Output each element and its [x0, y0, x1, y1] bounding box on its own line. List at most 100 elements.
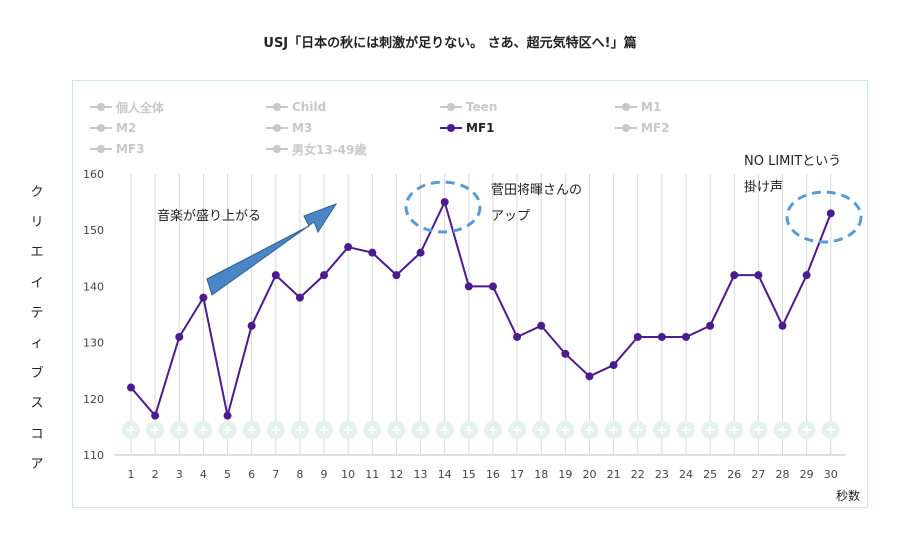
annotation-suda-line1: 菅田将暉さんの — [491, 183, 583, 198]
add-marker-icon[interactable] — [604, 421, 623, 439]
x-tick-label: 29 — [800, 468, 814, 481]
legend-marker-icon — [266, 102, 288, 112]
x-tick-label: 4 — [200, 468, 207, 481]
y-axis-label-char: ブ — [30, 366, 44, 382]
data-point — [513, 332, 522, 341]
data-point — [271, 271, 280, 280]
add-marker-icon[interactable] — [242, 421, 261, 439]
y-tick-label: 120 — [83, 393, 104, 406]
y-axis-label-char: イ — [30, 275, 44, 291]
legend-item[interactable]: 男女13-49歳 — [266, 141, 366, 157]
add-marker-icon[interactable] — [122, 421, 140, 439]
x-tick-label: 15 — [462, 468, 476, 481]
y-axis-label-char: エ — [30, 245, 44, 261]
legend-item[interactable]: MF3 — [90, 141, 145, 157]
legend-marker-icon — [440, 123, 462, 133]
add-marker-icon[interactable] — [701, 421, 720, 439]
data-point — [826, 209, 835, 218]
add-marker-icon[interactable] — [725, 421, 744, 439]
x-tick-label: 16 — [486, 468, 500, 481]
legend-label: M1 — [641, 100, 662, 114]
y-tick-label: 130 — [83, 337, 104, 350]
add-marker-icon[interactable] — [315, 421, 334, 439]
add-marker-icon[interactable] — [146, 421, 165, 439]
highlight-ellipse-end — [785, 190, 863, 244]
add-marker-icon[interactable] — [532, 421, 551, 439]
add-marker-icon[interactable] — [749, 421, 768, 439]
data-point — [464, 282, 473, 291]
add-marker-icon[interactable] — [483, 421, 502, 439]
add-marker-icon[interactable] — [797, 421, 816, 439]
legend-item[interactable]: M2 — [90, 120, 136, 136]
add-marker-icon[interactable] — [556, 421, 575, 439]
legend-marker-icon — [615, 102, 637, 112]
add-marker-icon[interactable] — [508, 421, 527, 439]
legend-item[interactable]: M3 — [266, 120, 312, 136]
add-marker-icon[interactable] — [411, 421, 430, 439]
data-point — [392, 271, 401, 280]
legend-label: 個人全体 — [116, 100, 165, 115]
add-marker-icon[interactable] — [218, 421, 237, 439]
legend-marker-icon — [266, 123, 288, 133]
data-point — [609, 361, 618, 370]
legend-marker-icon — [90, 144, 112, 154]
x-tick-label: 26 — [727, 468, 741, 481]
legend-label: MF3 — [116, 142, 145, 156]
add-marker-icon[interactable] — [266, 421, 285, 439]
add-marker-icon[interactable] — [194, 421, 213, 439]
x-tick-label: 21 — [607, 468, 621, 481]
add-marker-icon[interactable] — [628, 421, 647, 439]
y-axis-label-char: ク — [30, 185, 44, 200]
add-marker-icon[interactable] — [339, 421, 358, 439]
add-marker-icon[interactable] — [459, 421, 478, 439]
x-tick-label: 27 — [751, 468, 765, 481]
x-axis-label: 秒数 — [836, 488, 860, 503]
series-line — [130, 199, 832, 418]
add-marker-icon[interactable] — [387, 421, 406, 439]
legend-marker-icon — [90, 123, 112, 133]
legend-item[interactable]: Teen — [440, 99, 497, 115]
y-tick-label: 150 — [83, 224, 104, 237]
x-tick-label: 22 — [631, 468, 645, 481]
add-marker-icon[interactable] — [676, 421, 695, 439]
data-point — [151, 411, 160, 420]
add-marker-icon[interactable] — [170, 421, 189, 439]
x-tick-label: 13 — [414, 468, 428, 481]
y-axis-label-char: コ — [30, 426, 44, 442]
y-axis-label-char: ア — [30, 456, 44, 472]
x-tick-label: 2 — [152, 468, 159, 481]
legend-item[interactable]: M1 — [615, 99, 661, 115]
legend-label: M2 — [116, 121, 137, 135]
data-point — [127, 383, 135, 392]
data-point — [488, 282, 497, 291]
add-marker-icon[interactable] — [580, 421, 599, 439]
legend-item[interactable]: 個人全体 — [90, 99, 164, 115]
y-axis-label-char: リ — [30, 215, 44, 231]
x-tick-label: 20 — [582, 468, 596, 481]
add-marker-icon[interactable] — [435, 421, 454, 439]
add-marker-icon[interactable] — [652, 421, 671, 439]
legend-label: M3 — [292, 121, 313, 135]
add-marker-icon[interactable] — [773, 421, 792, 439]
legend-label: 男女13-49歳 — [292, 142, 367, 157]
data-point — [561, 349, 570, 358]
data-point — [730, 271, 739, 280]
add-marker-icon[interactable] — [821, 421, 840, 439]
data-point — [440, 198, 449, 207]
add-marker-icon[interactable] — [290, 421, 309, 439]
annotation-nolimit-line2: 掛け声 — [744, 180, 784, 195]
data-point — [778, 321, 787, 330]
x-tick-label: 10 — [341, 468, 355, 481]
y-axis-label-char: ス — [30, 396, 44, 412]
data-point — [585, 372, 594, 381]
legend-marker-icon — [90, 102, 112, 112]
data-point — [175, 332, 184, 341]
legend-item[interactable]: Child — [266, 99, 326, 115]
legend-item[interactable]: MF2 — [615, 120, 670, 136]
legend-item[interactable]: MF1 — [440, 120, 495, 136]
add-marker-icon[interactable] — [363, 421, 382, 439]
x-tick-label: 7 — [272, 468, 279, 481]
x-tick-label: 5 — [224, 468, 231, 481]
highlight-ellipse-peak — [404, 180, 482, 234]
